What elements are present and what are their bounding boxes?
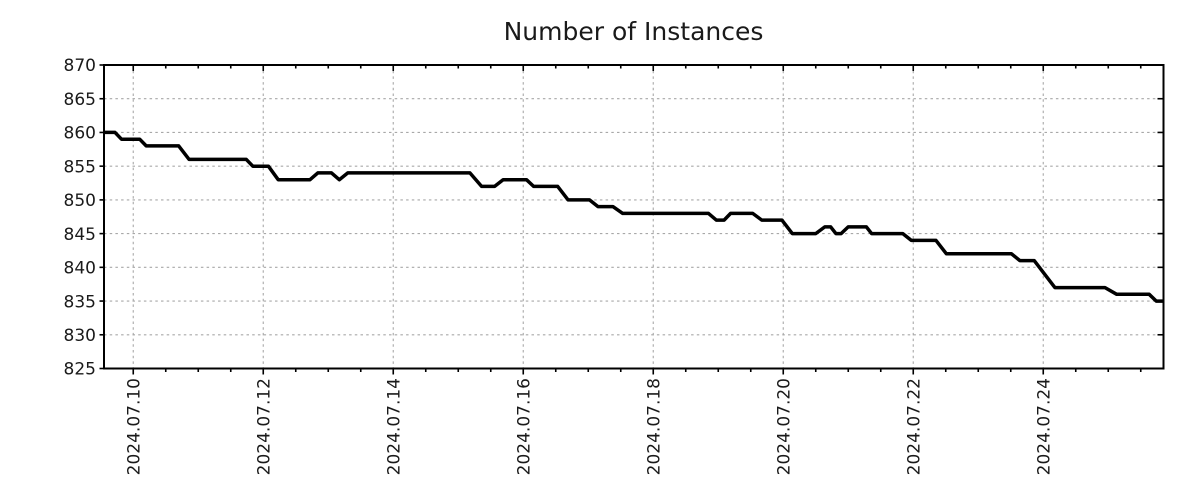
y-tick-label: 840 bbox=[64, 259, 96, 279]
x-tick-label: 2024.07.20 bbox=[774, 378, 794, 475]
y-tick-label: 860 bbox=[64, 124, 96, 144]
x-tick-label: 2024.07.10 bbox=[124, 378, 144, 475]
label-layer: 825 830 835 840 845 850 855 860 865 870 2024.07.10… bbox=[64, 56, 1055, 475]
x-tick-label: 2024.07.24 bbox=[1034, 378, 1054, 475]
axis-layer bbox=[99, 64, 1165, 375]
data-line-instances bbox=[104, 130, 1164, 303]
y-tick-label: 865 bbox=[64, 90, 96, 110]
x-tick-label: 2024.07.12 bbox=[254, 378, 274, 475]
y-tick-label: 830 bbox=[64, 326, 96, 346]
y-tick-label: 845 bbox=[64, 225, 96, 245]
plot-border bbox=[103, 64, 1165, 370]
y-tick-label: 835 bbox=[64, 292, 96, 312]
x-tick-label: 2024.07.22 bbox=[904, 378, 924, 475]
chart-title: Number of Instances bbox=[504, 17, 764, 46]
y-tick-label: 850 bbox=[64, 191, 96, 211]
series-layer bbox=[104, 130, 1164, 303]
y-tick-label: 870 bbox=[64, 56, 96, 76]
y-tick-label: 855 bbox=[64, 157, 96, 177]
x-tick-label: 2024.07.14 bbox=[384, 378, 404, 475]
x-tick-label: 2024.07.16 bbox=[514, 378, 534, 475]
x-tick-label: 2024.07.18 bbox=[644, 378, 664, 475]
y-tick-label: 825 bbox=[64, 360, 96, 380]
grid-layer bbox=[104, 65, 1164, 369]
